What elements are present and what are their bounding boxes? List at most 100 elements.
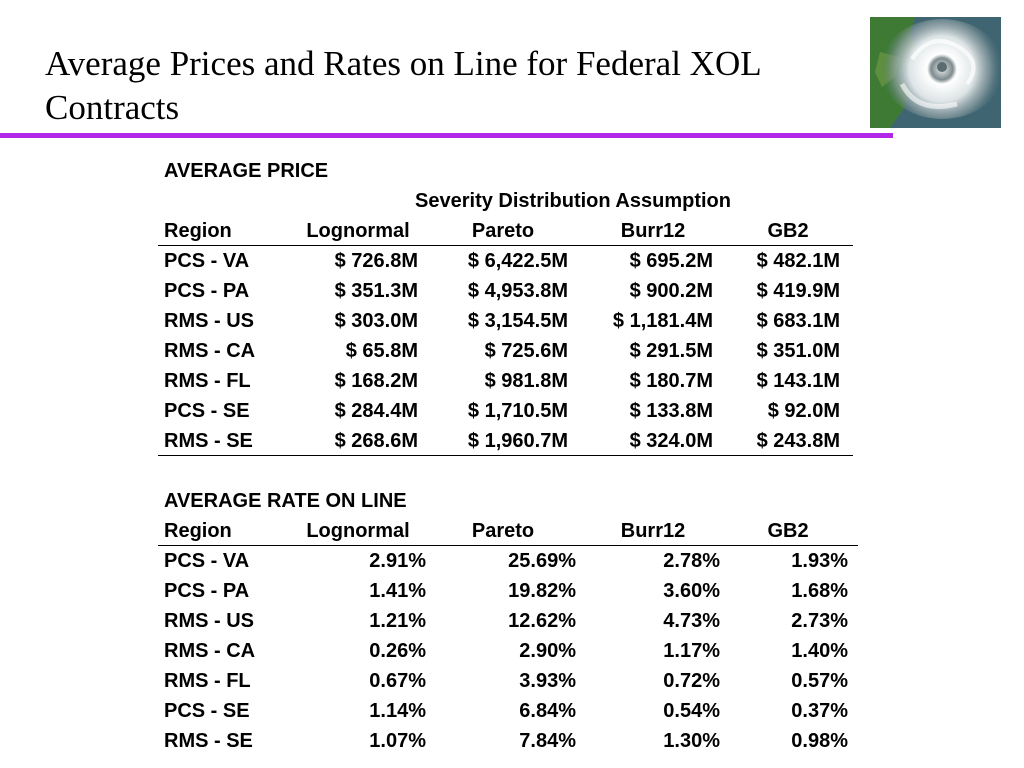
pareto-cell: $ 725.6M <box>484 340 568 362</box>
lognormal-cell: 2.91% <box>369 550 426 572</box>
burr12-cell: $ 133.8M <box>629 400 713 422</box>
lognormal-cell: $ 65.8M <box>345 340 418 362</box>
column-header-region: Region <box>164 520 232 542</box>
gb2-cell: 1.40% <box>791 640 848 662</box>
gb2-cell: 2.73% <box>791 610 848 632</box>
gb2-cell: $ 683.1M <box>756 310 840 332</box>
burr12-cell: $ 1,181.4M <box>612 310 713 332</box>
region-cell: PCS - VA <box>164 550 250 572</box>
table-row: PCS - VA $ 726.8M $ 6,422.5M $ 695.2M $ … <box>158 246 858 276</box>
burr12-cell: 1.30% <box>663 730 720 752</box>
column-header-region: Region <box>164 220 232 242</box>
column-header-gb2: GB2 <box>767 220 809 242</box>
pareto-cell: 2.90% <box>519 640 576 662</box>
column-header-lognormal: Lognormal <box>306 220 410 242</box>
table-row: RMS - SE $ 268.6M $ 1,960.7M $ 324.0M $ … <box>158 426 858 456</box>
region-cell: PCS - PA <box>164 580 250 602</box>
region-cell: RMS - SE <box>164 430 253 452</box>
table-row: RMS - FL $ 168.2M $ 981.8M $ 180.7M $ 14… <box>158 366 858 396</box>
lognormal-cell: $ 726.8M <box>334 250 418 272</box>
pareto-cell: $ 4,953.8M <box>467 280 568 302</box>
burr12-cell: 4.73% <box>663 610 720 632</box>
gb2-cell: $ 92.0M <box>767 400 840 422</box>
price-column-header-row: Region Lognormal Pareto Burr12 GB2 <box>158 216 858 246</box>
pareto-cell: $ 1,960.7M <box>467 430 568 452</box>
gb2-cell: $ 351.0M <box>756 340 840 362</box>
gb2-cell: $ 482.1M <box>756 250 840 272</box>
table-row: RMS - FL 0.67% 3.93% 0.72% 0.57% <box>158 666 858 696</box>
lognormal-cell: $ 303.0M <box>334 310 418 332</box>
burr12-cell: 3.60% <box>663 580 720 602</box>
burr12-cell: $ 900.2M <box>629 280 713 302</box>
region-cell: PCS - SE <box>164 700 250 722</box>
region-cell: PCS - PA <box>164 280 250 302</box>
pareto-cell: 6.84% <box>519 700 576 722</box>
column-header-burr12: Burr12 <box>620 220 686 242</box>
region-cell: RMS - CA <box>164 640 256 662</box>
region-cell: RMS - US <box>164 610 254 632</box>
rate-table-heading: AVERAGE RATE ON LINE <box>164 490 407 512</box>
column-header-pareto: Pareto <box>471 220 535 242</box>
column-header-burr12: Burr12 <box>620 520 686 542</box>
table-row: RMS - SE 1.07% 7.84% 1.30% 0.98% <box>158 726 858 756</box>
region-cell: RMS - CA <box>164 340 256 362</box>
region-cell: PCS - SE <box>164 400 250 422</box>
price-bottom-rule <box>158 455 853 456</box>
table-row: PCS - SE $ 284.4M $ 1,710.5M $ 133.8M $ … <box>158 396 858 426</box>
burr12-cell: 1.17% <box>663 640 720 662</box>
price-header-rule <box>158 245 853 246</box>
pareto-cell: 7.84% <box>519 730 576 752</box>
pareto-cell: 25.69% <box>508 550 576 572</box>
gb2-cell: 0.98% <box>791 730 848 752</box>
lognormal-cell: 0.67% <box>369 670 426 692</box>
lognormal-cell: $ 351.3M <box>334 280 418 302</box>
region-cell: RMS - SE <box>164 730 253 752</box>
pareto-cell: $ 6,422.5M <box>467 250 568 272</box>
pareto-cell: 12.62% <box>508 610 576 632</box>
gb2-cell: $ 143.1M <box>756 370 840 392</box>
slide-title: Average Prices and Rates on Line for Fed… <box>45 44 761 127</box>
pareto-cell: 3.93% <box>519 670 576 692</box>
price-group-header-row: Severity Distribution Assumption <box>158 186 858 216</box>
lognormal-cell: $ 268.6M <box>334 430 418 452</box>
table-row: RMS - CA $ 65.8M $ 725.6M $ 291.5M $ 351… <box>158 336 858 366</box>
table-row: PCS - SE 1.14% 6.84% 0.54% 0.37% <box>158 696 858 726</box>
rate-column-header-row: Region Lognormal Pareto Burr12 GB2 <box>158 516 858 546</box>
lognormal-cell: $ 284.4M <box>334 400 418 422</box>
gb2-cell: $ 419.9M <box>756 280 840 302</box>
pareto-cell: $ 3,154.5M <box>467 310 568 332</box>
pareto-cell: 19.82% <box>508 580 576 602</box>
table-row: RMS - CA 0.26% 2.90% 1.17% 1.40% <box>158 636 858 666</box>
gb2-cell: 1.68% <box>791 580 848 602</box>
title-divider <box>0 133 893 138</box>
pareto-cell: $ 1,710.5M <box>467 400 568 422</box>
rate-header-rule <box>158 545 858 546</box>
rate-table-heading-row: AVERAGE RATE ON LINE <box>158 486 858 516</box>
pareto-cell: $ 981.8M <box>484 370 568 392</box>
price-table-heading-row: AVERAGE PRICE <box>158 156 858 186</box>
burr12-cell: 0.72% <box>663 670 720 692</box>
burr12-cell: $ 695.2M <box>629 250 713 272</box>
burr12-cell: 0.54% <box>663 700 720 722</box>
region-cell: RMS - US <box>164 310 254 332</box>
price-table-heading: AVERAGE PRICE <box>164 160 329 182</box>
table-row: PCS - VA 2.91% 25.69% 2.78% 1.93% <box>158 546 858 576</box>
gb2-cell: 1.93% <box>791 550 848 572</box>
lognormal-cell: 1.21% <box>369 610 426 632</box>
table-row: PCS - PA 1.41% 19.82% 3.60% 1.68% <box>158 576 858 606</box>
lognormal-cell: 1.07% <box>369 730 426 752</box>
region-cell: RMS - FL <box>164 670 251 692</box>
region-cell: RMS - FL <box>164 370 251 392</box>
burr12-cell: $ 180.7M <box>629 370 713 392</box>
gb2-cell: 0.37% <box>791 700 848 722</box>
lognormal-cell: $ 168.2M <box>334 370 418 392</box>
region-cell: PCS - VA <box>164 250 250 272</box>
column-header-lognormal: Lognormal <box>306 520 410 542</box>
lognormal-cell: 0.26% <box>369 640 426 662</box>
burr12-cell: $ 291.5M <box>629 340 713 362</box>
column-header-pareto: Pareto <box>471 520 535 542</box>
lognormal-cell: 1.14% <box>369 700 426 722</box>
column-header-gb2: GB2 <box>767 520 809 542</box>
severity-distribution-header: Severity Distribution Assumption <box>415 190 731 212</box>
gb2-cell: $ 243.8M <box>756 430 840 452</box>
